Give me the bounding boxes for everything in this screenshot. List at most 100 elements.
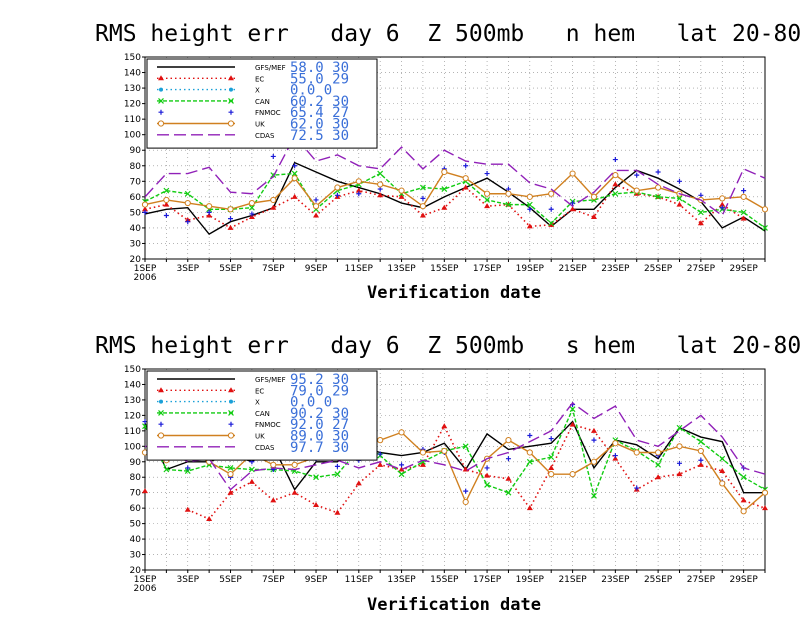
data-point-x bbox=[248, 466, 255, 473]
data-point-triangle bbox=[291, 489, 298, 495]
y-tick-label: 80 bbox=[130, 162, 142, 172]
x-tick-label: 13SEP bbox=[387, 575, 416, 585]
data-point-x bbox=[334, 471, 341, 478]
legend-label: CAN bbox=[255, 410, 270, 418]
data-point-plus bbox=[634, 485, 640, 491]
data-point-triangle bbox=[740, 215, 747, 221]
data-point-x bbox=[526, 201, 533, 208]
data-point-triangle bbox=[590, 427, 597, 433]
data-point-triangle bbox=[184, 506, 191, 512]
x-tick-label: 15SEP bbox=[430, 575, 459, 585]
series-line bbox=[144, 171, 766, 210]
data-point-circle bbox=[505, 190, 512, 197]
x-tick-label: 5SEP bbox=[219, 264, 242, 274]
y-tick-label: 110 bbox=[124, 427, 141, 437]
data-point-circle bbox=[227, 206, 234, 213]
y-tick-label: 40 bbox=[130, 224, 142, 234]
data-point-dot bbox=[229, 399, 233, 404]
legend-label: EC bbox=[255, 387, 264, 395]
series-line bbox=[144, 407, 766, 499]
data-point-triangle bbox=[377, 192, 384, 198]
data-point-circle bbox=[761, 206, 769, 213]
y-tick-label: 20 bbox=[130, 566, 142, 576]
x-tick-label: 5SEP bbox=[219, 575, 242, 585]
y-tick-label: 50 bbox=[130, 520, 142, 530]
data-point-x bbox=[184, 190, 191, 197]
data-point-circle bbox=[441, 168, 448, 176]
legend: GFS/MEF 95.2 30 EC 79.0 29 X 0.0 0 CAN 90.2 30 F… bbox=[146, 370, 378, 461]
y-tick-label: 100 bbox=[124, 442, 141, 452]
x-tick-label: 23SEP bbox=[601, 575, 630, 585]
legend-stat: 90.2 30 bbox=[290, 406, 349, 422]
data-point-plus bbox=[249, 211, 255, 217]
y-tick-label: 130 bbox=[124, 84, 141, 94]
data-point-plus bbox=[698, 457, 704, 463]
data-point-plus bbox=[527, 432, 533, 438]
data-point-circle bbox=[227, 432, 235, 439]
data-point-plus bbox=[612, 453, 618, 459]
y-tick-label: 140 bbox=[124, 380, 141, 390]
data-point-triangle bbox=[569, 421, 576, 427]
data-point-plus bbox=[634, 172, 640, 178]
legend-label: CDAS bbox=[255, 444, 275, 452]
data-point-plus bbox=[591, 437, 597, 443]
data-point-circle bbox=[377, 437, 384, 444]
x-tick-year: 2006 bbox=[134, 273, 157, 283]
data-point-circle bbox=[248, 199, 255, 207]
x-tick-label: 21SEP bbox=[558, 264, 587, 274]
data-point-triangle bbox=[676, 201, 683, 207]
data-point-circle bbox=[548, 190, 555, 197]
data-point-triangle bbox=[158, 387, 164, 393]
data-point-circle bbox=[334, 184, 341, 191]
data-point-circle bbox=[569, 170, 576, 177]
data-point-circle bbox=[740, 193, 747, 200]
data-point-x bbox=[184, 468, 191, 474]
data-point-plus bbox=[463, 488, 469, 494]
data-point-circle bbox=[505, 437, 512, 444]
legend-label: UK bbox=[255, 121, 265, 129]
data-point-triangle bbox=[697, 461, 704, 467]
data-point-circle bbox=[398, 429, 405, 436]
data-point-triangle bbox=[697, 220, 704, 226]
plot-panel-0: 20 30 40 50 60 70 80 90 100 110 120 130 140 150 1SEP20… bbox=[124, 53, 769, 283]
x-tick-label: 17SEP bbox=[473, 575, 502, 585]
data-point-x bbox=[291, 170, 298, 177]
y-tick-label: 150 bbox=[124, 365, 141, 375]
legend-stat: 95.2 30 bbox=[290, 372, 349, 388]
y-tick-label: 110 bbox=[124, 115, 141, 125]
data-point-plus bbox=[356, 191, 362, 197]
data-point-triangle bbox=[248, 214, 255, 220]
data-point-dot bbox=[229, 87, 233, 92]
x-tick-label: 17SEP bbox=[473, 264, 502, 274]
data-point-triangle bbox=[676, 471, 683, 477]
legend-label: CAN bbox=[255, 98, 270, 106]
data-point-triangle bbox=[526, 505, 533, 511]
x-tick-label: 15SEP bbox=[430, 264, 459, 274]
data-point-x bbox=[462, 443, 469, 450]
legend-box bbox=[146, 370, 378, 461]
data-point-plus bbox=[270, 153, 276, 159]
data-point-plus bbox=[570, 200, 576, 206]
data-point-circle bbox=[355, 178, 362, 185]
data-point-circle bbox=[526, 193, 533, 200]
x-tick-label: 19SEP bbox=[516, 575, 545, 585]
x-tick-label: 25SEP bbox=[644, 264, 673, 274]
y-tick-label: 50 bbox=[130, 208, 142, 218]
legend-stat: 58.0 30 bbox=[290, 60, 349, 76]
data-point-triangle bbox=[590, 214, 597, 220]
series-line bbox=[144, 402, 766, 491]
data-point-triangle bbox=[740, 497, 747, 503]
legend: GFS/MEF 58.0 30 EC 55.0 29 X 0.0 0 CAN 60.2 30 F… bbox=[146, 58, 378, 149]
data-point-circle bbox=[227, 120, 235, 127]
data-point-plus bbox=[142, 209, 148, 215]
data-point-triangle bbox=[762, 505, 768, 511]
xlabel-n-hem: Verification date bbox=[367, 283, 541, 303]
data-point-triangle bbox=[228, 387, 234, 393]
data-point-plus bbox=[527, 206, 533, 212]
data-point-circle bbox=[590, 458, 598, 465]
data-point-x bbox=[158, 409, 164, 416]
series-line bbox=[144, 172, 766, 229]
data-point-x bbox=[569, 406, 576, 413]
x-tick-label: 9SEP bbox=[305, 575, 328, 585]
data-point-plus bbox=[655, 169, 661, 175]
